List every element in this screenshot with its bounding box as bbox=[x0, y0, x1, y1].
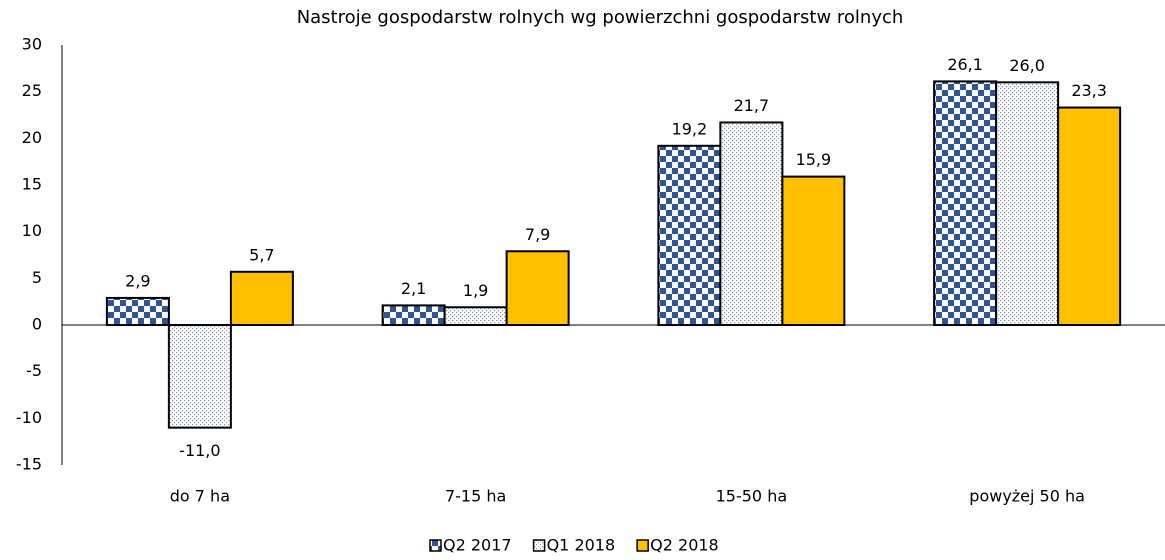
legend-swatch bbox=[636, 539, 649, 552]
value-label: 5,7 bbox=[249, 245, 274, 264]
x-tick-label: do 7 ha bbox=[170, 487, 230, 506]
value-label: 2,1 bbox=[401, 279, 426, 298]
chart-title: Nastroje gospodarstw rolnych wg powierzc… bbox=[297, 7, 904, 28]
bar bbox=[781, 175, 846, 326]
legend-label: Q1 2018 bbox=[547, 536, 616, 555]
bar bbox=[995, 81, 1060, 327]
bar bbox=[657, 144, 722, 326]
value-label: 15,9 bbox=[796, 150, 832, 169]
bar bbox=[1057, 106, 1122, 326]
legend-swatch bbox=[532, 539, 546, 552]
y-tick-label: 15 bbox=[22, 175, 42, 194]
y-tick-label: -5 bbox=[26, 361, 42, 380]
y-tick-label: -10 bbox=[16, 408, 42, 427]
y-tick-label: 5 bbox=[32, 268, 42, 287]
bar bbox=[443, 306, 508, 326]
y-tick-label: 20 bbox=[22, 128, 42, 147]
x-tick-label: 7-15 ha bbox=[445, 487, 506, 506]
bar bbox=[381, 304, 446, 326]
value-label: 1,9 bbox=[463, 281, 488, 300]
value-label: 19,2 bbox=[672, 119, 708, 138]
value-label: 2,9 bbox=[125, 271, 150, 290]
bar bbox=[167, 324, 232, 429]
value-label: 23,3 bbox=[1071, 81, 1107, 100]
y-tick-label: 10 bbox=[22, 221, 42, 240]
legend-swatch bbox=[429, 539, 442, 552]
legend-label: Q2 2017 bbox=[443, 536, 512, 555]
y-tick-label: 0 bbox=[32, 315, 42, 334]
bar bbox=[229, 270, 294, 326]
y-tick-label: 30 bbox=[22, 35, 42, 54]
y-tick-label: -15 bbox=[16, 455, 42, 474]
legend-label: Q2 2018 bbox=[650, 536, 719, 555]
bar bbox=[719, 121, 784, 327]
bar bbox=[105, 296, 170, 326]
value-label: 7,9 bbox=[525, 225, 550, 244]
x-tick-label: 15-50 ha bbox=[716, 487, 788, 506]
value-label: 26,0 bbox=[1009, 56, 1045, 75]
bar bbox=[933, 80, 998, 327]
y-tick-label: 25 bbox=[22, 81, 42, 100]
value-label: 26,1 bbox=[947, 55, 983, 74]
value-label: -11,0 bbox=[179, 441, 220, 460]
bar bbox=[505, 250, 570, 326]
value-label: 21,7 bbox=[734, 96, 770, 115]
x-tick-label: powyżej 50 ha bbox=[969, 487, 1085, 506]
